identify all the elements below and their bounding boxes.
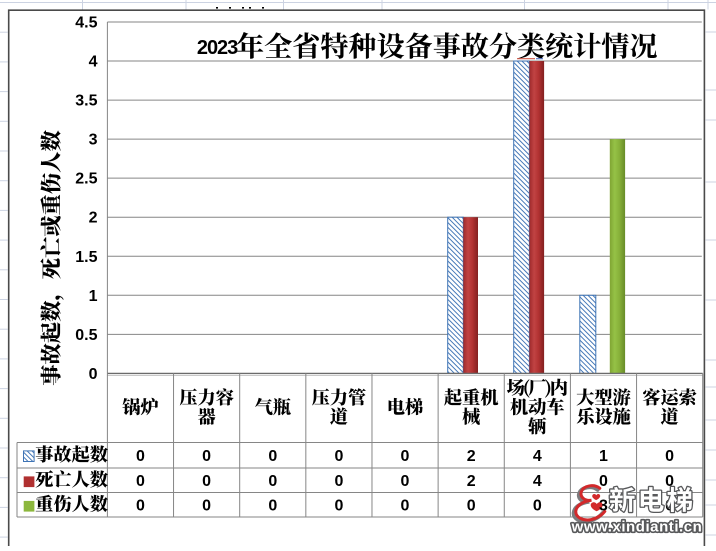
svg-text:2: 2 bbox=[89, 210, 98, 227]
svg-text:0: 0 bbox=[136, 448, 145, 465]
svg-text:0: 0 bbox=[401, 473, 410, 490]
svg-text:0: 0 bbox=[334, 448, 343, 465]
svg-text:2: 2 bbox=[467, 448, 476, 465]
svg-text:0: 0 bbox=[136, 473, 145, 490]
svg-text:0: 0 bbox=[599, 473, 608, 490]
svg-text:0: 0 bbox=[268, 473, 277, 490]
svg-text:3.5: 3.5 bbox=[75, 93, 97, 110]
svg-text:2023: 2023 bbox=[197, 37, 238, 59]
svg-text:1.5: 1.5 bbox=[75, 249, 97, 266]
svg-text:0: 0 bbox=[334, 497, 343, 514]
svg-text:0: 0 bbox=[334, 473, 343, 490]
svg-text:4: 4 bbox=[533, 473, 542, 490]
svg-text:4: 4 bbox=[89, 54, 98, 71]
svg-text:1: 1 bbox=[89, 288, 98, 305]
svg-text:0: 0 bbox=[665, 448, 674, 465]
svg-text:0: 0 bbox=[202, 473, 211, 490]
svg-text:0: 0 bbox=[401, 497, 410, 514]
svg-text:0: 0 bbox=[202, 448, 211, 465]
svg-text:0: 0 bbox=[533, 497, 542, 514]
svg-text:0: 0 bbox=[268, 497, 277, 514]
svg-text:3: 3 bbox=[89, 132, 98, 149]
svg-text:0: 0 bbox=[268, 448, 277, 465]
svg-text:0: 0 bbox=[89, 366, 98, 383]
svg-text:1: 1 bbox=[599, 448, 608, 465]
svg-text:4: 4 bbox=[533, 448, 542, 465]
svg-text:0: 0 bbox=[665, 473, 674, 490]
svg-text:0: 0 bbox=[401, 448, 410, 465]
svg-text:2.5: 2.5 bbox=[75, 171, 97, 188]
svg-text:www.xindianti.cn: www.xindianti.cn bbox=[571, 519, 703, 536]
svg-text:0.5: 0.5 bbox=[75, 327, 97, 344]
svg-text:0: 0 bbox=[202, 497, 211, 514]
svg-text:0: 0 bbox=[136, 497, 145, 514]
svg-text:2: 2 bbox=[467, 473, 476, 490]
svg-text:3: 3 bbox=[599, 497, 608, 514]
svg-text:0: 0 bbox=[467, 497, 476, 514]
svg-text:4.5: 4.5 bbox=[75, 15, 97, 32]
